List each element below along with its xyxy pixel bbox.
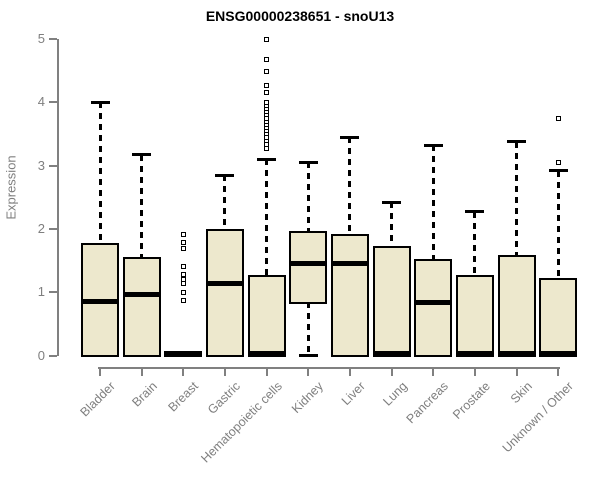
upper-whisker-lung xyxy=(390,202,394,248)
upper-whisker-cap xyxy=(298,160,318,164)
outlier-point xyxy=(264,37,270,43)
box-liver xyxy=(330,233,369,358)
outlier-point xyxy=(180,271,186,277)
y-tick xyxy=(49,101,57,104)
y-axis-line xyxy=(57,39,59,356)
upper-whisker-cap xyxy=(257,157,277,161)
median-lung xyxy=(372,351,411,357)
x-tick xyxy=(223,369,226,376)
median-prostate xyxy=(455,351,494,357)
outlier-point xyxy=(264,89,270,95)
outlier-point xyxy=(180,239,186,245)
y-tick-label: 2 xyxy=(37,220,45,236)
y-tick-label: 5 xyxy=(37,31,45,46)
median-pancreas xyxy=(414,299,453,305)
outlier-point xyxy=(180,289,186,295)
outlier-point xyxy=(180,246,186,252)
upper-whisker-unknown-other xyxy=(556,170,560,281)
y-tick-label: 4 xyxy=(37,94,45,110)
outlier-point xyxy=(555,115,561,121)
box-brain xyxy=(122,257,161,358)
outlier-point xyxy=(180,277,186,283)
outlier-point xyxy=(264,83,270,89)
x-tick xyxy=(557,369,560,376)
y-tick xyxy=(49,227,57,230)
outlier-point xyxy=(264,99,270,105)
upper-whisker-prostate xyxy=(473,211,477,277)
median-breast xyxy=(164,351,203,357)
y-tick xyxy=(49,164,57,167)
outlier-point xyxy=(555,159,561,165)
upper-whisker-hematopoietic-cells xyxy=(265,159,269,277)
y-tick xyxy=(49,291,57,294)
box-skin xyxy=(497,255,536,358)
upper-whisker-cap xyxy=(382,200,402,204)
upper-whisker-pancreas xyxy=(431,145,435,261)
upper-whisker-cap xyxy=(215,173,235,177)
y-tick-label: 0 xyxy=(37,347,45,363)
outlier-point xyxy=(180,281,186,287)
box-lung xyxy=(372,245,411,358)
x-tick xyxy=(473,369,476,376)
upper-whisker-cap xyxy=(340,135,360,139)
x-tick xyxy=(348,369,351,376)
upper-whisker-cap xyxy=(90,100,110,104)
box-hematopoietic-cells xyxy=(247,275,286,358)
upper-whisker-cap xyxy=(548,169,568,173)
upper-whisker-cap xyxy=(465,210,485,214)
x-tick xyxy=(140,369,143,376)
x-tick xyxy=(307,369,310,376)
outlier-point xyxy=(264,56,270,62)
upper-whisker-cap xyxy=(507,140,527,144)
lower-whisker-kidney xyxy=(306,301,310,356)
outlier-point xyxy=(180,232,186,238)
x-tick xyxy=(99,369,101,376)
lower-whisker-cap xyxy=(298,354,318,357)
x-axis-line xyxy=(98,367,560,369)
median-unknown-other xyxy=(539,351,578,357)
outlier-point xyxy=(264,142,270,148)
median-hematopoietic-cells xyxy=(247,351,286,357)
y-tick xyxy=(49,354,57,357)
y-tick-label: 3 xyxy=(37,157,45,173)
upper-whisker-cap xyxy=(423,143,443,147)
x-tick xyxy=(432,369,435,376)
upper-whisker-bladder xyxy=(98,102,102,246)
upper-whisker-cap xyxy=(132,153,152,157)
x-tick xyxy=(265,369,268,376)
upper-whisker-skin xyxy=(515,141,519,258)
upper-whisker-kidney xyxy=(306,162,310,234)
outlier-point xyxy=(264,68,270,74)
box-gastric xyxy=(205,229,244,358)
box-pancreas xyxy=(414,258,453,358)
median-gastric xyxy=(205,281,244,287)
box-kidney xyxy=(289,231,328,304)
upper-whisker-brain xyxy=(140,154,144,260)
chart-title: ENSG00000238651 - snoU13 xyxy=(205,8,395,24)
upper-whisker-liver xyxy=(348,137,352,236)
median-bladder xyxy=(81,299,119,305)
y-tick xyxy=(49,38,57,40)
box-unknown-other xyxy=(539,278,578,358)
x-tick xyxy=(182,369,185,376)
median-brain xyxy=(122,292,161,298)
median-skin xyxy=(497,351,536,357)
box-prostate xyxy=(455,275,494,358)
x-tick xyxy=(390,369,393,376)
y-tick-label: 1 xyxy=(37,284,45,300)
median-liver xyxy=(330,261,369,267)
upper-whisker-gastric xyxy=(223,175,227,232)
outlier-point xyxy=(180,264,186,270)
x-tick xyxy=(515,369,518,376)
outlier-point xyxy=(180,297,186,303)
median-kidney xyxy=(289,261,328,267)
